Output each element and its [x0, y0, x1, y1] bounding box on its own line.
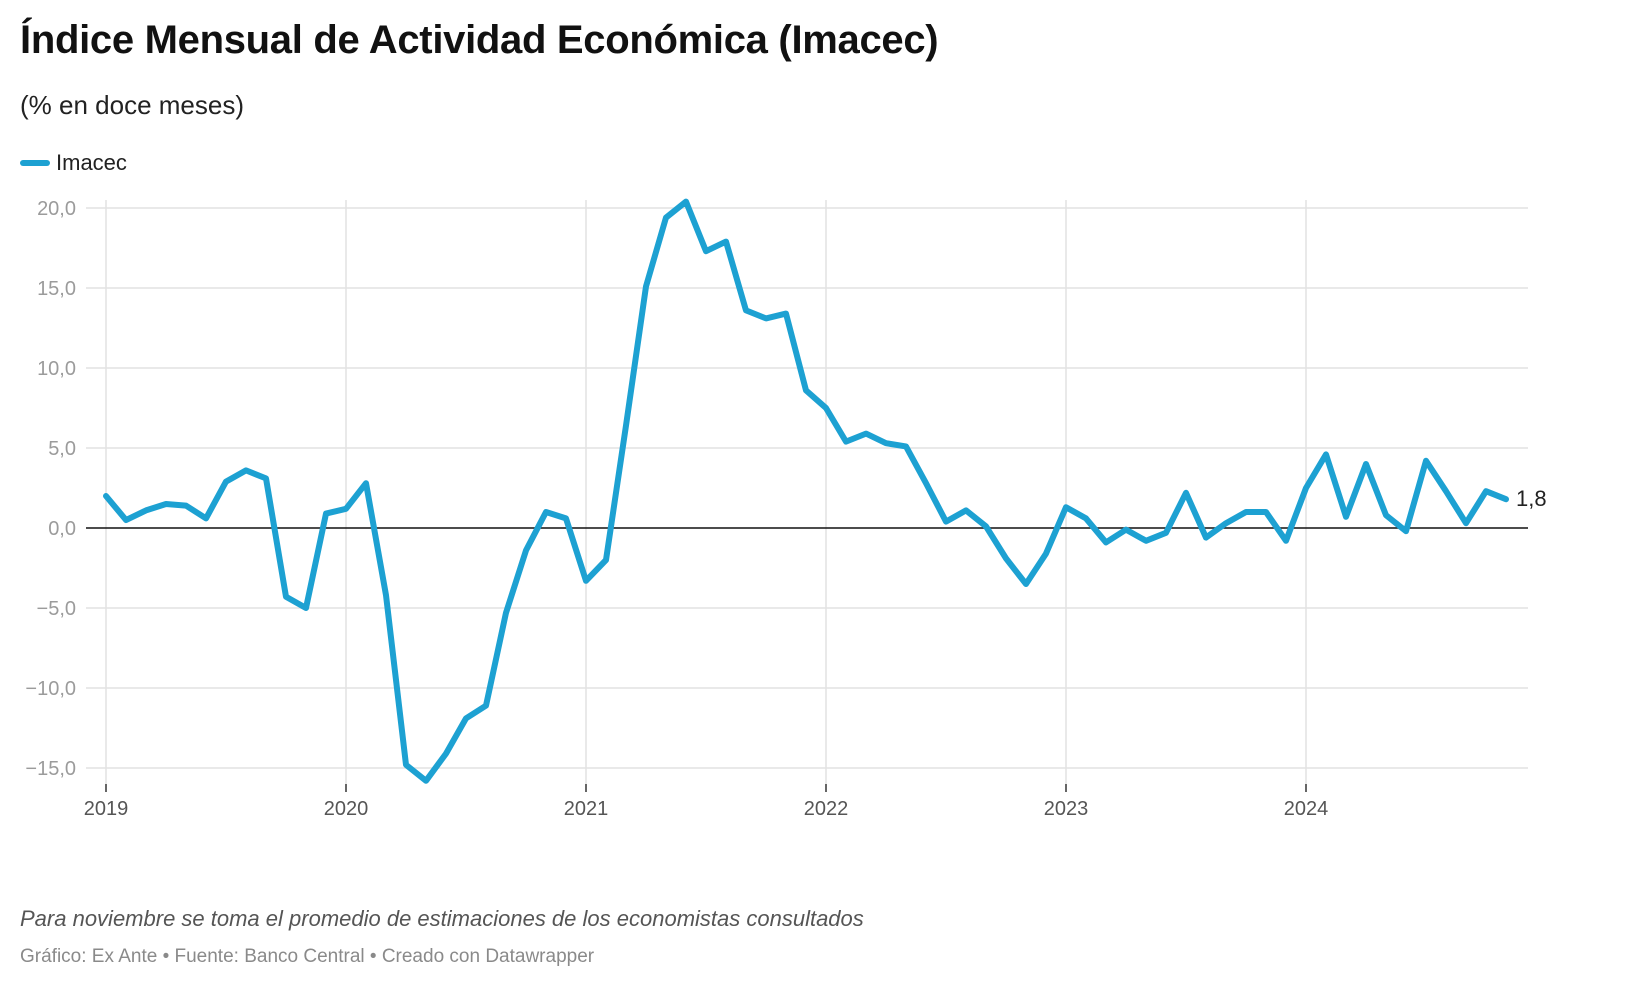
y-gridlines — [86, 207, 1528, 769]
x-tick-label: 2024 — [1284, 798, 1329, 820]
y-tick-label: −15,0 — [25, 758, 76, 780]
y-tick-label: 15,0 — [37, 278, 76, 300]
y-tick-label: 10,0 — [37, 358, 76, 380]
y-tick-label: 0,0 — [48, 518, 76, 540]
legend: Imacec — [20, 150, 127, 176]
series-line-imacec — [103, 198, 1509, 784]
line-chart: 20,0 15,0 10,0 5,0 0,0 −5,0 −10,0 −15,0 2019 202… — [25, 198, 1547, 820]
legend-swatch — [20, 160, 50, 166]
x-tick-label: 2022 — [804, 798, 849, 820]
y-tick-label: −10,0 — [25, 678, 76, 700]
chart-title: Índice Mensual de Actividad Económica (I… — [20, 18, 939, 62]
x-gridlines — [105, 200, 1307, 792]
legend-label: Imacec — [56, 150, 127, 175]
x-axis-labels: 2019 2020 2021 2022 2023 2024 — [84, 798, 1329, 820]
y-tick-label: 5,0 — [48, 438, 76, 460]
footnote: Para noviembre se toma el promedio de es… — [20, 906, 864, 931]
y-tick-label: 20,0 — [37, 198, 76, 220]
x-tick-label: 2019 — [84, 798, 129, 820]
y-tick-label: −5,0 — [37, 598, 76, 620]
source-credit: Gráfico: Ex Ante • Fuente: Banco Central… — [20, 946, 595, 967]
x-tick-label: 2020 — [324, 798, 369, 820]
x-tick-label: 2023 — [1044, 798, 1089, 820]
end-value-label: 1,8 — [1516, 486, 1547, 511]
y-axis-labels: 20,0 15,0 10,0 5,0 0,0 −5,0 −10,0 −15,0 — [25, 198, 76, 780]
x-tick-label: 2021 — [564, 798, 609, 820]
chart-subtitle: (% en doce meses) — [20, 90, 244, 120]
